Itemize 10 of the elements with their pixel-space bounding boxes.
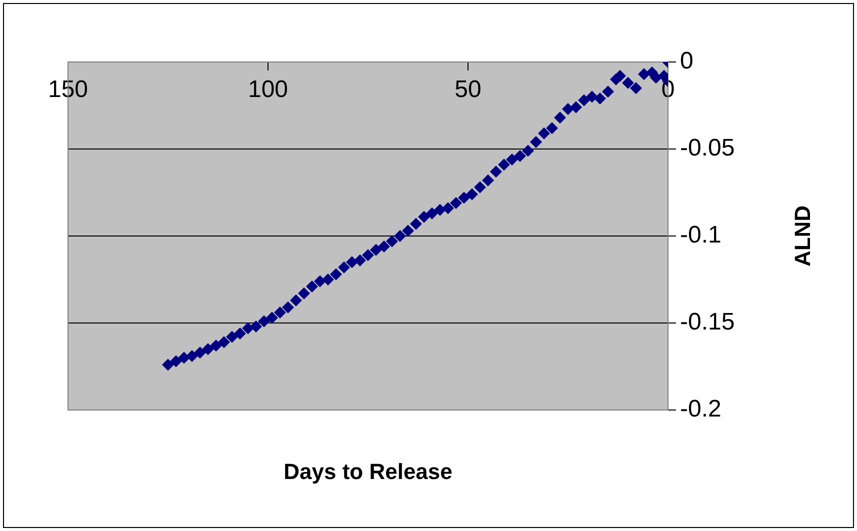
y-axis-title: ALND xyxy=(790,205,816,267)
x-tick-label: 50 xyxy=(454,76,482,104)
x-tick-label: 150 xyxy=(48,76,88,104)
x-tick-label: 100 xyxy=(248,76,288,104)
y-tick-label: -0.05 xyxy=(680,134,735,162)
y-tick-label: -0.1 xyxy=(680,222,722,249)
y-tick-label: 0 xyxy=(680,48,694,75)
y-tick-label: -0.15 xyxy=(680,308,735,336)
y-tick-label: -0.2 xyxy=(680,396,722,423)
x-axis-title: Days to Release xyxy=(284,459,452,484)
